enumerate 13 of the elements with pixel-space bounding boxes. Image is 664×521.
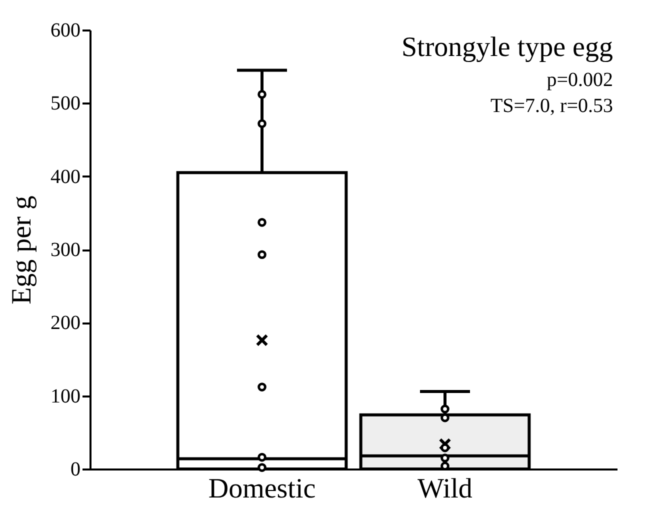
- y-tick-label: 400: [50, 166, 80, 188]
- y-tick-label: 300: [50, 239, 80, 261]
- annotation: p=0.002: [546, 69, 613, 91]
- y-tick-label: 0: [70, 458, 80, 480]
- y-tick-label: 500: [50, 92, 80, 115]
- y-axis-title: Egg per g: [6, 196, 38, 304]
- x-tick-label: Domestic: [208, 474, 316, 504]
- y-tick-label: 200: [50, 312, 80, 334]
- x-tick-label: Wild: [418, 474, 472, 504]
- annotation: TS=7.0, r=0.53: [490, 95, 613, 117]
- y-tick-label: 100: [50, 385, 80, 408]
- chart-title: Strongyle type egg: [401, 32, 613, 63]
- y-tick-label: 600: [50, 20, 80, 42]
